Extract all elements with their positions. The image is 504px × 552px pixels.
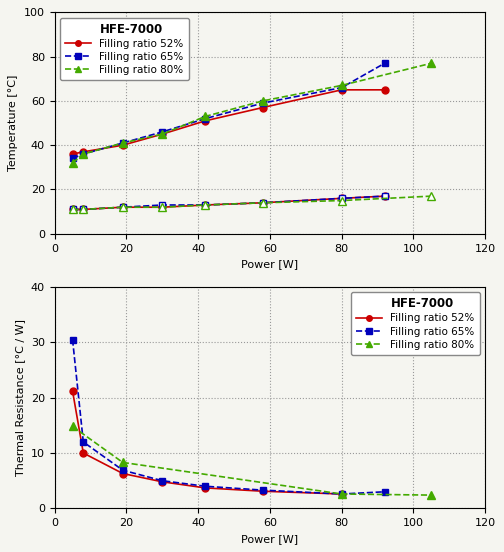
Y-axis label: Thermal Resistance [°C / W]: Thermal Resistance [°C / W]	[15, 319, 25, 476]
Y-axis label: Temperature [°C]: Temperature [°C]	[9, 75, 18, 171]
X-axis label: Power [W]: Power [W]	[241, 259, 298, 269]
X-axis label: Power [W]: Power [W]	[241, 534, 298, 544]
Legend: HFE-7000, Filling ratio 52%, Filling ratio 65%, Filling ratio 80%: HFE-7000, Filling ratio 52%, Filling rat…	[351, 292, 480, 355]
Legend: HFE-7000, Filling ratio 52%, Filling ratio 65%, Filling ratio 80%: HFE-7000, Filling ratio 52%, Filling rat…	[60, 18, 189, 81]
